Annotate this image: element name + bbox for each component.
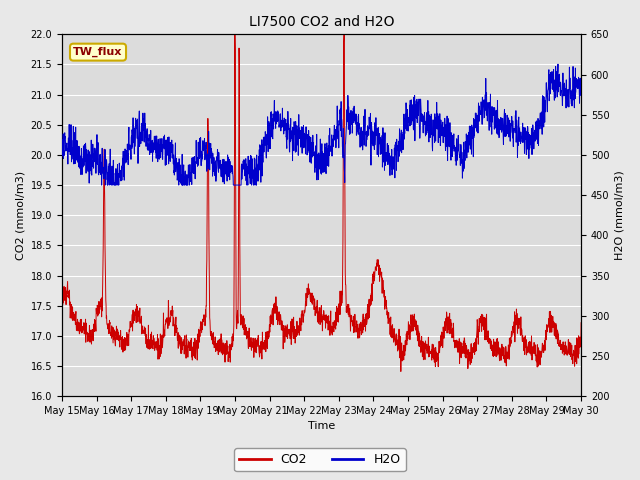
Text: TW_flux: TW_flux [74, 47, 123, 57]
X-axis label: Time: Time [308, 421, 335, 432]
Legend: CO2, H2O: CO2, H2O [234, 448, 406, 471]
Y-axis label: CO2 (mmol/m3): CO2 (mmol/m3) [15, 171, 25, 260]
Y-axis label: H2O (mmol/m3): H2O (mmol/m3) [615, 170, 625, 260]
Title: LI7500 CO2 and H2O: LI7500 CO2 and H2O [249, 15, 394, 29]
